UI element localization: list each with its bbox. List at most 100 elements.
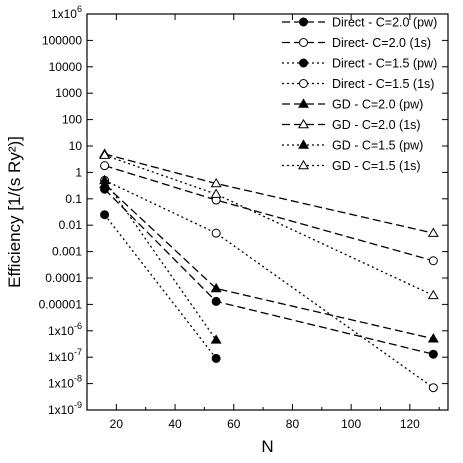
data-point [428,383,438,393]
y-tick-label: 0.1 [65,192,82,206]
data-point [210,282,222,293]
data-point [100,210,110,220]
legend-marker [299,58,308,68]
legend-label: Direct - C=1.5 (1s) [332,77,434,91]
series-7 [99,174,222,344]
series-line [104,183,434,340]
plot-frame [86,13,449,411]
legend-label: Direct - C=2.0 (pw) [332,16,437,30]
legend-marker [298,159,309,170]
series-5 [99,178,439,343]
legend-item: GD - C=1.5 (1s) [282,159,421,173]
y-tick-label: 1x10-9 [48,400,82,417]
legend-item: Direct - C=2.0 (pw) [282,16,437,30]
y-tick-base: 100 [62,113,82,127]
legend-label: Direct - C=1.5 (pw) [332,57,437,71]
data-point [428,349,438,359]
series-8 [99,149,439,300]
y-tick-base: 0.1 [65,192,82,206]
legend-marker [298,139,309,149]
y-axis-ticks: 1x10-91x10-81x10-71x10-60.000010.00010.0… [39,4,448,417]
y-tick-label: 10000 [49,60,83,74]
y-tick-exponent: 6 [77,4,82,14]
data-point [428,256,438,266]
data-point [100,161,110,171]
y-tick-label: 100 [62,113,82,127]
y-tick-base: 0.0001 [45,271,82,285]
y-tick-label: 1x10-8 [48,374,82,391]
legend-marker [299,79,308,88]
axes: 20 40 60 80 100 120 1x10-91x10-81x10-71x10-60… [5,4,449,456]
legend-item: GD - C=1.5 (pw) [282,139,423,153]
y-tick-base: 1x10 [51,7,77,21]
y-tick-exponent: -8 [74,374,82,384]
y-tick-label: 0.01 [59,218,83,232]
data-point [211,353,221,363]
y-tick-label: 1 [75,165,82,179]
data-point [210,188,222,198]
data-point [427,333,439,343]
series-line [104,179,434,389]
legend-item: Direct - C=1.5 (1s) [282,77,434,91]
y-tick-base: 10000 [49,60,83,74]
y-tick-base: 1x10 [48,324,74,338]
y-tick-base: 0.00001 [39,297,83,311]
legend-marker [299,17,308,27]
y-tick-base: 0.001 [52,245,82,259]
y-tick-label: 0.0001 [45,271,82,285]
x-tick-label: 120 [400,417,420,431]
y-tick-exponent: -9 [74,400,82,410]
legend: Direct - C=2.0 (pw) Direct- C=2.0 (1s) Dir… [282,16,437,173]
legend-item: Direct - C=1.5 (pw) [282,57,437,71]
legend-item: GD - C=2.0 (pw) [282,98,423,112]
series-line [104,214,217,359]
y-tick-base: 1x10 [48,403,74,417]
series-2 [100,161,438,266]
series-1 [100,184,438,359]
legend-label: GD - C=1.5 (1s) [332,159,421,173]
y-tick-label: 1000 [55,86,82,100]
data-point [211,296,221,306]
series-3 [100,210,221,363]
x-axis-ticks: 20 40 60 80 100 120 [110,14,440,431]
data-point [211,228,221,238]
x-tick-label: 40 [168,417,182,431]
data-point [427,227,439,237]
plot-layer [99,148,439,393]
y-tick-base: 0.01 [59,218,83,232]
legend-label: GD - C=2.0 (pw) [332,98,423,112]
data-point [210,177,222,188]
series-line [104,179,217,341]
y-tick-base: 1x10 [48,350,74,364]
y-tick-label: 0.001 [52,245,82,259]
x-tick-label: 100 [341,417,361,431]
y-tick-exponent: -6 [74,321,82,331]
data-point [99,149,111,159]
y-tick-label: 1x10-6 [48,321,82,338]
y-tick-label: 1x10-7 [48,347,82,364]
x-tick-label: 80 [286,417,300,431]
y-tick-label: 0.00001 [39,297,83,311]
data-point [99,174,111,185]
data-point [210,334,222,344]
legend-item: GD - C=2.0 (1s) [282,118,421,132]
y-tick-base: 100000 [42,33,82,47]
legend-label: GD - C=1.5 (pw) [332,139,423,153]
x-tick-label: 20 [110,417,124,431]
y-tick-label: 100000 [42,33,82,47]
series-line [104,188,434,355]
y-tick-base: 1 [75,165,82,179]
x-axis-title: N [261,437,273,456]
legend-label: Direct- C=2.0 (1s) [332,36,431,50]
y-tick-label: 10 [69,139,83,153]
data-point [427,289,439,300]
legend-marker [298,98,309,108]
y-tick-exponent: -7 [74,347,82,357]
y-tick-base: 1000 [55,86,82,100]
x-tick-label: 60 [227,417,241,431]
legend-marker [299,38,308,47]
series-line [104,165,434,262]
y-tick-base: 10 [69,139,83,153]
y-tick-label: 1x106 [51,4,82,21]
